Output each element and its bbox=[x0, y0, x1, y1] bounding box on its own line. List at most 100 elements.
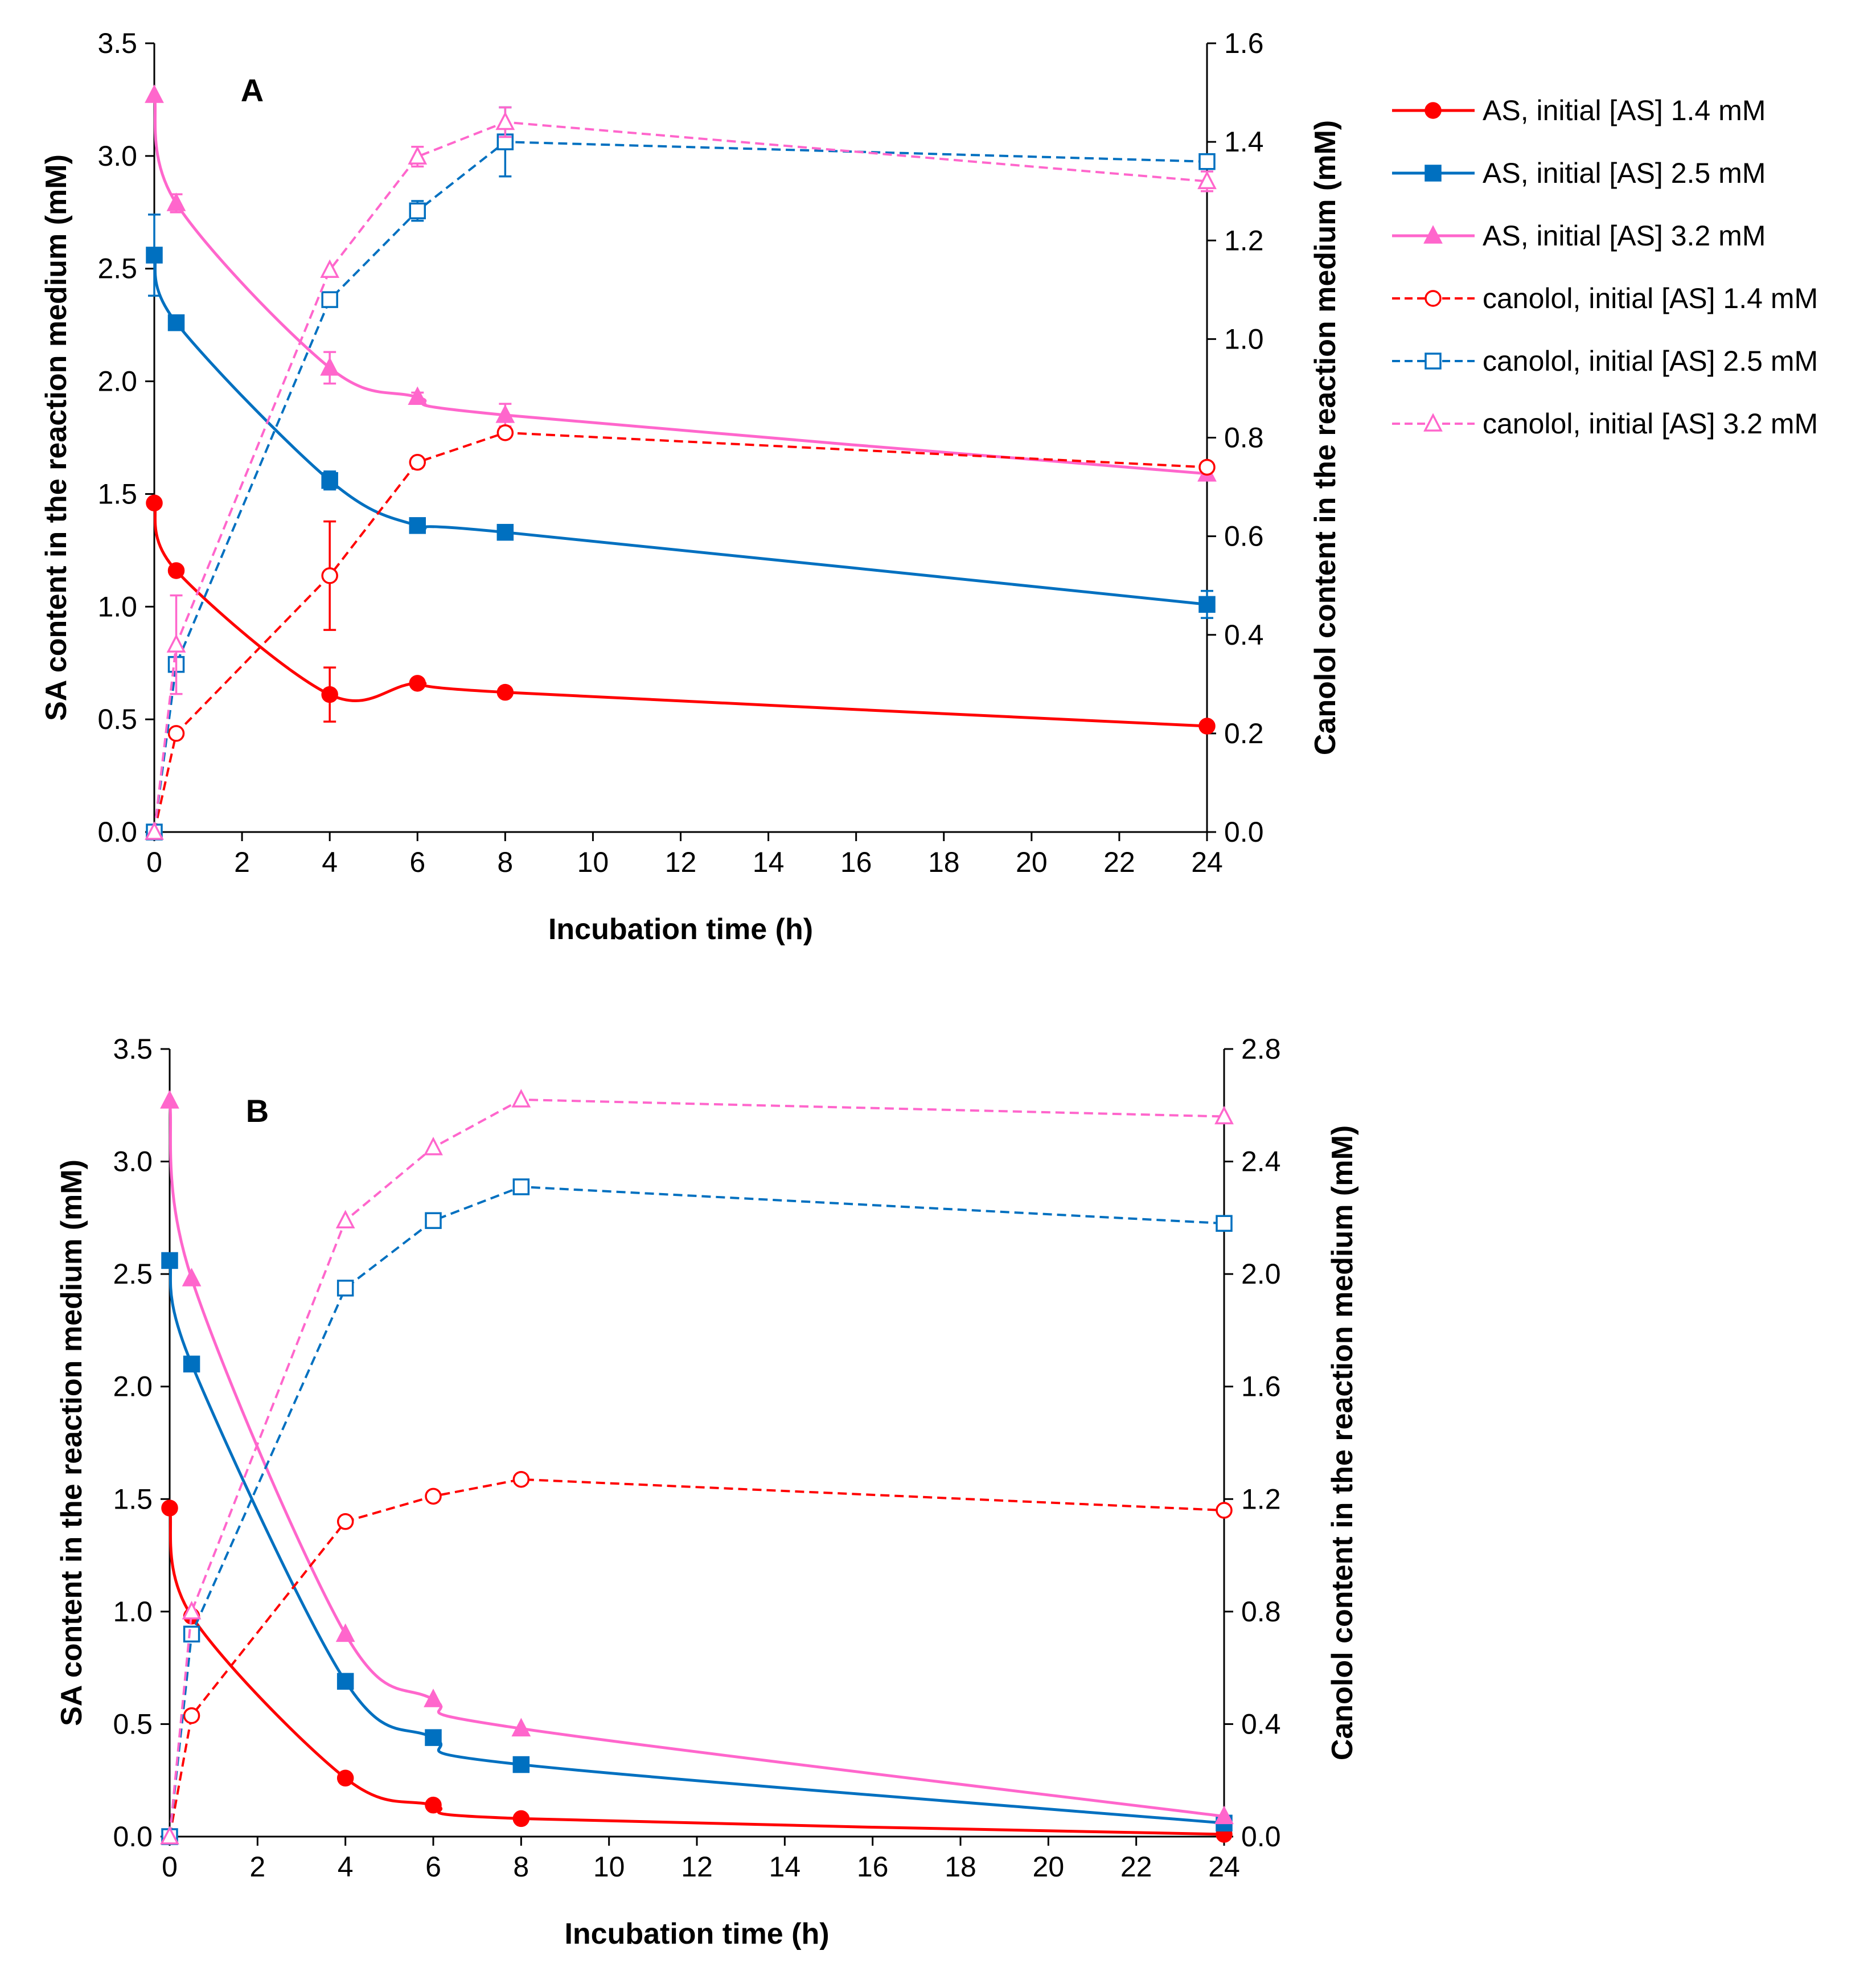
data-point bbox=[166, 192, 186, 211]
data-point bbox=[182, 1268, 202, 1286]
legend-label: AS, initial [AS] 3.2 mM bbox=[1483, 220, 1766, 252]
legend-label: canolol, initial [AS] 3.2 mM bbox=[1483, 408, 1818, 440]
y2-tick-label: 0.4 bbox=[1224, 619, 1264, 651]
data-point bbox=[182, 1601, 202, 1620]
series-canolol-5 bbox=[145, 106, 1217, 840]
data-point bbox=[160, 1826, 179, 1845]
data-point bbox=[160, 1090, 179, 1109]
data-point bbox=[1198, 458, 1216, 476]
y2-tick-label: 2.8 bbox=[1241, 1033, 1281, 1065]
chart-panel-b: 0 2 4 6 8 10 12 14 16 18 20 22 240.00.51.01.52.02.53… bbox=[55, 1033, 1359, 1950]
data-point bbox=[511, 1089, 531, 1108]
data-point bbox=[146, 494, 163, 512]
y-tick-label: 2.5 bbox=[97, 253, 137, 285]
data-point bbox=[408, 146, 428, 165]
data-point bbox=[1198, 596, 1216, 613]
legend-marker bbox=[1423, 413, 1443, 432]
data-point bbox=[1216, 1215, 1233, 1232]
series-line bbox=[153, 502, 1208, 728]
data-point bbox=[161, 1499, 178, 1517]
y-tick-label: 3.5 bbox=[97, 27, 137, 59]
data-point bbox=[335, 1210, 355, 1229]
data-point bbox=[145, 84, 164, 103]
data-point bbox=[145, 821, 164, 840]
y2-tick-label: 1.4 bbox=[1224, 126, 1264, 158]
data-point bbox=[1214, 1105, 1234, 1125]
x-tick-label: 24 bbox=[1191, 846, 1223, 878]
y2-axis-title: Canolol content in the reaction medium (… bbox=[1326, 1125, 1359, 1760]
legend-item: canolol, initial [AS] 1.4 mM bbox=[1392, 282, 1818, 314]
series-line bbox=[168, 1507, 1225, 1836]
legend-item: AS, initial [AS] 2.5 mM bbox=[1392, 157, 1766, 189]
y2-tick-label: 0.0 bbox=[1241, 1821, 1281, 1853]
series-as-1 bbox=[161, 1252, 1233, 1832]
series-as-2 bbox=[160, 1090, 1234, 1825]
x-tick-label: 4 bbox=[322, 846, 338, 878]
series-line bbox=[168, 1100, 1225, 1818]
data-point bbox=[408, 386, 428, 405]
y2-tick-label: 1.2 bbox=[1224, 224, 1264, 256]
data-point bbox=[409, 454, 426, 471]
data-point bbox=[1216, 1502, 1233, 1519]
series-canolol-4 bbox=[161, 1178, 1233, 1845]
legend: AS, initial [AS] 1.4 mM AS, initial [AS] … bbox=[1392, 95, 1818, 440]
series-as-1 bbox=[146, 213, 1216, 619]
x-tick-label: 10 bbox=[593, 1851, 625, 1883]
x-tick-label: 14 bbox=[753, 846, 785, 878]
y2-tick-label: 0.4 bbox=[1241, 1708, 1281, 1740]
series-canolol-3 bbox=[146, 424, 1216, 841]
data-point bbox=[183, 1625, 200, 1643]
y-tick-label: 0.5 bbox=[113, 1708, 153, 1740]
data-point bbox=[336, 1513, 354, 1530]
data-point bbox=[336, 1769, 354, 1787]
data-point bbox=[167, 725, 185, 742]
x-tick-label: 8 bbox=[513, 1851, 529, 1883]
x-tick-label: 6 bbox=[425, 1851, 441, 1883]
y2-tick-label: 1.6 bbox=[1241, 1371, 1281, 1403]
legend-item: canolol, initial [AS] 3.2 mM bbox=[1392, 408, 1818, 440]
y-tick-label: 3.0 bbox=[97, 140, 137, 172]
y2-tick-label: 0.0 bbox=[1224, 816, 1264, 848]
data-point bbox=[321, 567, 338, 584]
data-point bbox=[512, 1810, 530, 1827]
y-tick-label: 1.5 bbox=[113, 1483, 153, 1515]
data-point bbox=[335, 1623, 355, 1642]
y2-tick-label: 0.8 bbox=[1224, 422, 1264, 454]
y-tick-label: 2.5 bbox=[113, 1258, 153, 1290]
legend-item: AS, initial [AS] 3.2 mM bbox=[1392, 220, 1766, 252]
legend-marker bbox=[1425, 290, 1442, 307]
x-tick-label: 6 bbox=[409, 846, 425, 878]
legend-label: AS, initial [AS] 1.4 mM bbox=[1483, 95, 1766, 126]
data-point bbox=[1198, 153, 1216, 170]
data-point bbox=[512, 1178, 530, 1195]
series-canolol-5 bbox=[160, 1089, 1234, 1845]
data-point bbox=[496, 523, 514, 541]
data-point bbox=[425, 1796, 442, 1814]
data-point bbox=[512, 1756, 530, 1773]
data-point bbox=[321, 686, 338, 703]
data-point bbox=[496, 424, 514, 441]
data-point bbox=[409, 675, 426, 692]
data-point bbox=[321, 472, 338, 489]
data-point bbox=[167, 562, 185, 579]
data-point bbox=[336, 1673, 354, 1690]
x-tick-label: 2 bbox=[234, 846, 250, 878]
legend-item: canolol, initial [AS] 2.5 mM bbox=[1392, 345, 1818, 377]
series-line bbox=[169, 1186, 1225, 1837]
data-point bbox=[424, 1689, 443, 1707]
legend-label: canolol, initial [AS] 1.4 mM bbox=[1483, 282, 1818, 314]
panel-label: A bbox=[241, 72, 264, 108]
y2-tick-label: 0.8 bbox=[1241, 1596, 1281, 1628]
data-point bbox=[511, 1718, 531, 1737]
chart-panel-a: 0 2 4 6 8 10 12 14 16 18 20 22 240.00.51.01.52.02.53… bbox=[40, 27, 1342, 946]
data-point bbox=[425, 1488, 442, 1505]
y-tick-label: 1.0 bbox=[97, 591, 137, 622]
series-line bbox=[169, 1098, 1225, 1837]
y2-tick-label: 1.2 bbox=[1241, 1483, 1281, 1515]
series-line bbox=[153, 121, 1208, 833]
y-axis-title: SA content in the reaction medium (mM) bbox=[40, 154, 73, 721]
y-tick-label: 2.0 bbox=[97, 366, 137, 398]
x-tick-label: 18 bbox=[945, 1851, 976, 1883]
x-tick-label: 12 bbox=[665, 846, 697, 878]
data-point bbox=[336, 1280, 354, 1297]
